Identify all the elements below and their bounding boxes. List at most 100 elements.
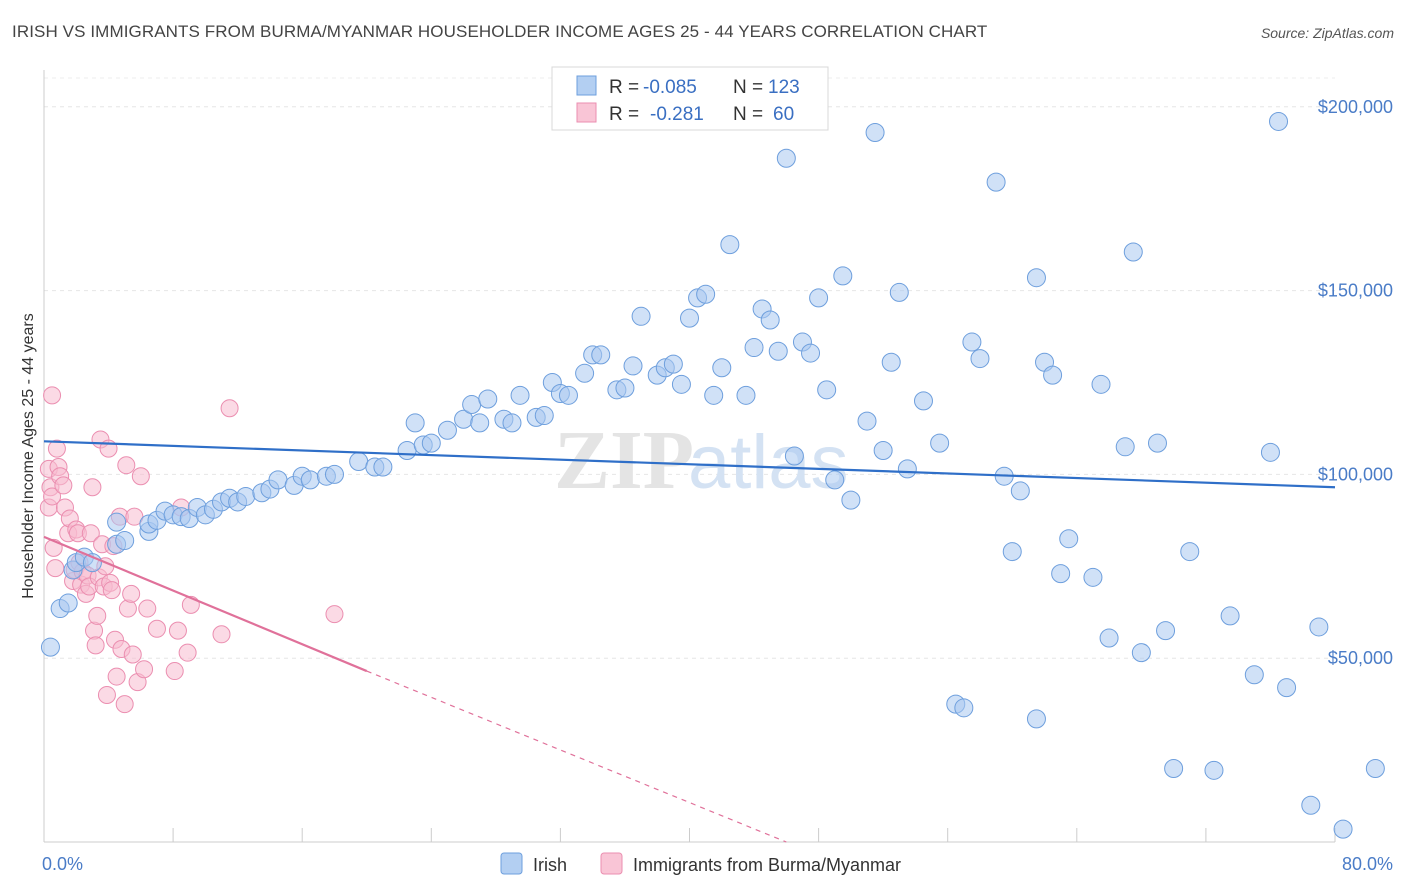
irish-point	[115, 531, 135, 551]
y-tick-labels: $50,000 $100,000 $150,000 $200,000	[1318, 97, 1393, 668]
irish-point	[502, 413, 522, 433]
burma-point	[178, 643, 197, 662]
irish-point	[1010, 481, 1030, 501]
series-legend-label-irish: Irish	[533, 855, 567, 875]
irish-point	[1059, 529, 1079, 549]
irish-point	[324, 464, 344, 484]
irish-point	[712, 358, 732, 378]
irish-point	[970, 349, 990, 369]
series-legend: Irish Immigrants from Burma/Myanmar	[500, 852, 901, 875]
irish-point	[1204, 760, 1224, 780]
legend-n-label-burma: N =	[733, 104, 763, 125]
legend-n-value-irish: 123	[768, 77, 800, 98]
irish-point	[1147, 433, 1167, 453]
irish-point	[1220, 606, 1240, 626]
irish-point	[1051, 564, 1071, 584]
irish-point	[1026, 709, 1046, 729]
irish-point	[986, 172, 1006, 192]
irish-point	[558, 385, 578, 405]
irish-point	[470, 413, 490, 433]
irish-point	[1099, 628, 1119, 648]
irish-points	[40, 111, 1385, 839]
irish-point	[300, 470, 320, 490]
irish-point	[841, 490, 861, 510]
irish-point	[1309, 617, 1329, 637]
irish-point	[405, 413, 425, 433]
burma-point	[131, 467, 150, 486]
irish-point	[954, 698, 974, 718]
trend-lines	[43, 440, 1336, 843]
irish-point	[623, 356, 643, 376]
irish-point	[58, 593, 78, 613]
legend-r-label-irish: R =	[609, 77, 639, 98]
y-tick-label: $200,000	[1318, 97, 1393, 117]
irish-point	[631, 306, 651, 326]
irish-point	[857, 411, 877, 431]
burma-point	[47, 439, 66, 458]
legend-r-label-burma: R =	[609, 104, 639, 125]
burma-point	[43, 386, 62, 405]
legend-swatch-burma	[576, 102, 597, 123]
burma-point	[54, 476, 73, 495]
burma-point	[122, 584, 141, 603]
irish-point	[437, 420, 457, 440]
irish-point	[897, 459, 917, 479]
burma-point	[125, 507, 144, 526]
irish-point	[591, 345, 611, 365]
legend-n-label-irish: N =	[733, 77, 763, 98]
irish-point	[1026, 268, 1046, 288]
burma-point	[97, 685, 116, 704]
legend-r-value-irish: -0.085	[643, 77, 697, 98]
irish-point	[696, 284, 716, 304]
burma-point	[43, 487, 62, 506]
irish-point	[1091, 374, 1111, 394]
irish-point	[704, 385, 724, 405]
burma-point	[86, 636, 105, 655]
irish-point	[1277, 678, 1297, 698]
y-axis-label: Householder Income Ages 25 - 44 years	[20, 313, 37, 599]
burma-point	[325, 605, 344, 624]
burma-trend-line	[43, 535, 368, 673]
irish-point	[760, 310, 780, 330]
irish-point	[1083, 567, 1103, 587]
burma-point	[81, 524, 100, 543]
burma-point	[88, 606, 107, 625]
burma-point	[165, 662, 184, 681]
irish-point	[236, 486, 256, 506]
irish-point	[534, 406, 554, 426]
irish-point	[397, 440, 417, 460]
irish-point	[784, 446, 804, 466]
irish-point	[575, 363, 595, 383]
burma-point	[83, 478, 102, 497]
axes	[43, 70, 1336, 843]
burma-point	[220, 399, 239, 418]
irish-point	[962, 332, 982, 352]
y-tick-label: $150,000	[1318, 281, 1393, 301]
legend-n-value-burma: 60	[773, 104, 794, 125]
legend-box	[551, 66, 829, 131]
irish-point	[913, 391, 933, 411]
irish-point	[1260, 442, 1280, 462]
burma-point	[118, 599, 137, 618]
irish-point	[1115, 437, 1135, 457]
irish-point	[1301, 795, 1321, 815]
burma-point	[46, 559, 65, 578]
irish-point	[373, 457, 393, 477]
irish-point	[349, 452, 369, 472]
irish-point	[1156, 621, 1176, 641]
legend-swatch-irish	[576, 75, 597, 96]
irish-point	[107, 512, 127, 532]
irish-point	[889, 282, 909, 302]
series-legend-label-burma: Immigrants from Burma/Myanmar	[633, 855, 901, 875]
series-legend-swatch-irish	[500, 852, 523, 875]
irish-point	[768, 341, 788, 361]
burma-point	[138, 599, 157, 618]
irish-point	[744, 338, 764, 358]
burma-point	[135, 660, 154, 679]
irish-point	[865, 122, 885, 142]
burma-point	[107, 667, 126, 686]
irish-point	[817, 380, 837, 400]
irish-point	[720, 235, 740, 255]
irish-point	[1269, 111, 1289, 131]
y-tick-label: $100,000	[1318, 464, 1393, 484]
